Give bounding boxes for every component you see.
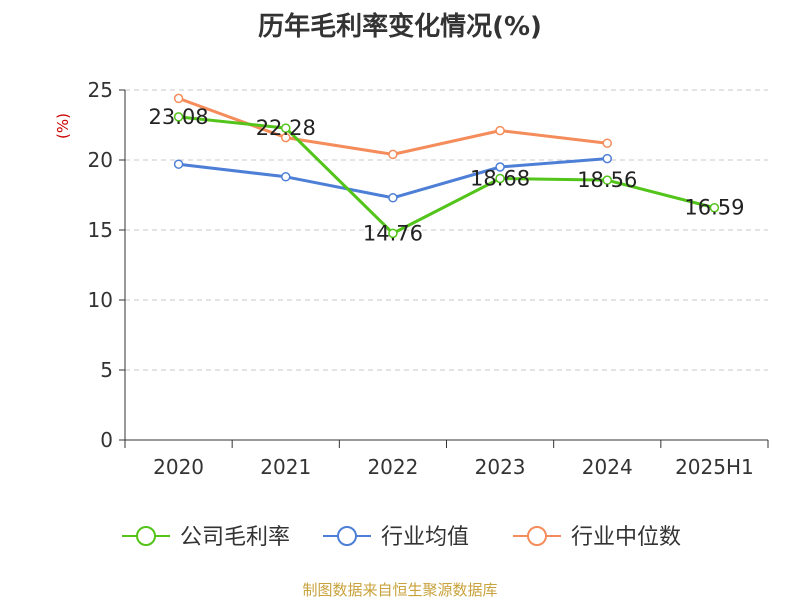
series-line xyxy=(178,115,715,235)
data-point xyxy=(281,123,291,133)
y-tick-label: 25 xyxy=(88,78,113,102)
legend-label: 行业均值 xyxy=(381,525,469,550)
data-point xyxy=(602,153,612,164)
data-point xyxy=(281,172,291,182)
data-point xyxy=(495,162,505,172)
y-tick-label: 20 xyxy=(88,148,113,172)
x-tick-label: 2022 xyxy=(367,455,418,479)
data-point xyxy=(602,138,612,148)
data-point xyxy=(388,193,398,203)
data-label: 16.59 xyxy=(684,196,744,220)
legend: 公司毛利率 行业均值 行业中位数 xyxy=(122,525,681,550)
y-axis-label: (%) xyxy=(54,113,72,139)
data-labels: 23.08 22.28 14.76 18.68 18.56 16.59 xyxy=(149,105,745,245)
y-tick-label: 0 xyxy=(100,428,113,452)
data-point xyxy=(173,159,184,169)
legend-swatch-marker xyxy=(527,526,547,546)
series-line xyxy=(178,96,608,156)
legend-swatch-marker xyxy=(337,526,357,546)
source-note: 制图数据来自恒生聚源数据库 xyxy=(302,581,498,599)
data-point xyxy=(709,202,720,213)
axes: 0 5 10 15 20 25 2020 2021 2022 2023 2024 2025H1 (%) xyxy=(54,78,769,479)
data-point xyxy=(495,125,505,136)
x-tick-label: 2025H1 xyxy=(675,455,754,479)
legend-item: 公司毛利率 xyxy=(122,525,290,550)
data-label: 18.68 xyxy=(470,166,530,190)
legend-label: 行业中位数 xyxy=(571,525,681,550)
legend-item: 行业均值 xyxy=(323,525,469,550)
data-label: 23.08 xyxy=(149,105,209,129)
data-label: 22.28 xyxy=(256,116,316,140)
data-point xyxy=(388,149,398,160)
x-tick-label: 2023 xyxy=(475,455,526,479)
series-lines xyxy=(173,93,720,239)
y-tick-label: 5 xyxy=(100,358,113,382)
y-tick-label: 10 xyxy=(88,288,113,312)
x-tick-label: 2021 xyxy=(260,455,311,479)
data-label: 14.76 xyxy=(363,221,423,245)
data-point xyxy=(388,228,398,239)
x-tick-label: 2024 xyxy=(582,455,633,479)
data-point xyxy=(173,93,184,104)
y-tick-label: 15 xyxy=(88,218,113,242)
x-tick-label: 2020 xyxy=(153,455,204,479)
data-point xyxy=(281,132,291,143)
chart-title: 历年毛利率变化情况(%) xyxy=(258,12,542,42)
data-point xyxy=(173,112,184,122)
data-point xyxy=(495,173,505,184)
data-label: 18.56 xyxy=(577,168,637,192)
legend-item: 行业中位数 xyxy=(513,525,681,550)
data-point xyxy=(602,175,612,185)
legend-label: 公司毛利率 xyxy=(180,525,290,550)
grid-lines xyxy=(125,89,768,371)
legend-swatch-marker xyxy=(136,526,156,546)
